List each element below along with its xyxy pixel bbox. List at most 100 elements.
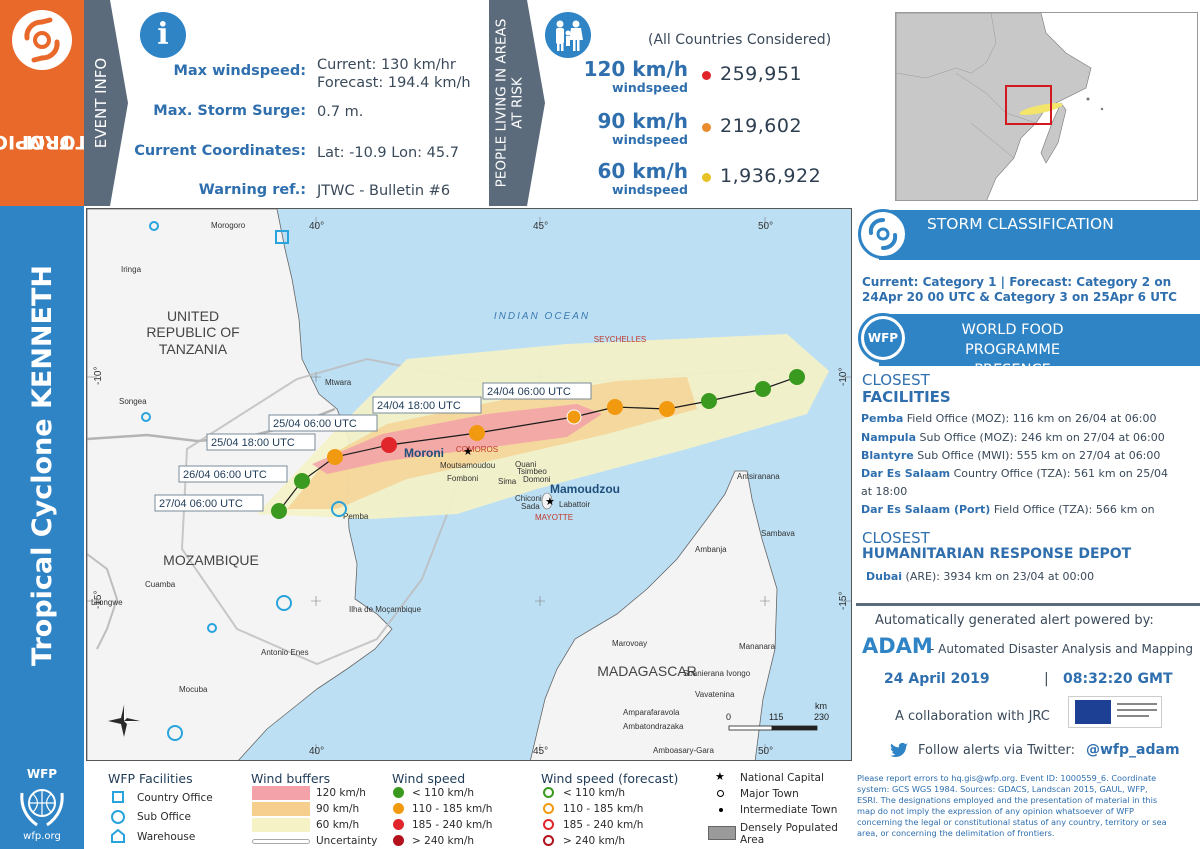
legend-national-capital: National Capital — [740, 772, 824, 784]
label-indian-ocean: INDIAN OCEAN — [494, 311, 590, 322]
town-marovoay: Marovoay — [612, 639, 647, 648]
legend-uncertainty: Uncertainty — [316, 835, 378, 847]
national-capital-icon: ★ — [715, 770, 725, 783]
dot-90 — [702, 123, 711, 132]
wfp-abbr: WFP — [26, 767, 58, 781]
svg-text:0: 0 — [726, 712, 731, 722]
lon-45: 45° — [533, 221, 548, 232]
twitter-bird-icon — [890, 743, 908, 757]
max-windspeed-current: Current: 130 km/hr — [317, 57, 456, 73]
population-60: 1,936,922 — [720, 165, 822, 187]
town-moutsamoudou: Moutsamoudou — [440, 461, 495, 470]
town-amboasary-gara: Amboasary-Gara — [653, 746, 714, 755]
legend-densely-populated: Densely Populated Area — [740, 822, 838, 846]
storm-classification-header: STORM CLASSIFICATION — [879, 210, 1200, 260]
forecast-darkred-icon — [543, 835, 554, 846]
main-map[interactable]: 40° 45° 50° 40° 45° 50° -10° -10° -15° -… — [86, 208, 852, 761]
windspeed-60-label: 60 km/h windspeed — [597, 159, 688, 197]
country-madagascar: MADAGASCAR — [597, 663, 697, 679]
track-label-2: 24/04 18:00 UTC — [377, 400, 461, 412]
facility-5: Dar Es Salaam (Port) Field Office (TZA):… — [861, 503, 1155, 516]
forecast-red-icon — [543, 819, 554, 830]
depot-dubai: Dubai (ARE): 3934 km on 23/04 at 00:00 — [866, 570, 1095, 583]
event-info-label: EVENT INFO — [92, 57, 111, 149]
storm-surge-label: Max. Storm Surge: — [153, 103, 306, 119]
legend-forecast-title: Wind speed (forecast) — [541, 771, 679, 786]
coordinates-label: Current Coordinates: — [134, 143, 306, 159]
uncertainty-swatch — [252, 839, 310, 844]
label-comoros: COMOROS — [456, 445, 498, 454]
lon-40: 40° — [309, 221, 324, 232]
legend-buffer-120: 120 km/h — [316, 787, 366, 799]
family-icon — [545, 12, 591, 58]
town-songea: Songea — [119, 397, 147, 406]
twitter-handle[interactable]: @wfp_adam — [1086, 742, 1180, 758]
legend-warehouse: Warehouse — [137, 831, 196, 843]
adam-panel — [856, 603, 1200, 769]
buffer-90-swatch — [252, 802, 310, 816]
closest-label-2: CLOSEST — [862, 529, 930, 547]
buffer-120-swatch — [252, 786, 310, 800]
svg-text:115: 115 — [769, 712, 783, 722]
town-ambatondrazaka: Ambatondrazaka — [623, 722, 684, 731]
storm-name-panel — [0, 206, 84, 761]
scale-unit: km — [815, 701, 827, 711]
storm-name-label: Tropical Cyclone KENNETH — [26, 264, 58, 666]
town-fomboni: Fomboni — [447, 474, 478, 483]
facility-4-cont: at 18:00 — [861, 485, 908, 498]
ec-jrc-logo — [1068, 696, 1162, 728]
town-vavatenina: Vavatenina — [695, 690, 735, 699]
warning-ref-value: JTWC - Bulletin #6 — [317, 183, 451, 199]
africa-landmass — [87, 209, 393, 760]
town-mtwara: Mtwara — [325, 378, 352, 387]
scale-bar: km 0 115 230 — [726, 701, 829, 731]
legend-forecast-2: 110 - 185 km/h — [563, 803, 644, 815]
lat-10: -10° — [93, 367, 104, 385]
svg-text:★: ★ — [545, 495, 555, 508]
legend-buffers-title: Wind buffers — [251, 771, 331, 786]
wfp-logo-panel: WFP wfp.org — [0, 761, 84, 849]
disclaimer-6: area, or concerning the delimitation of … — [857, 828, 1055, 838]
hazard-type-panel — [0, 0, 84, 206]
facility-4: Dar Es Salaam Country Office (TZA): 561 … — [861, 467, 1168, 480]
legend-sub-office: Sub Office — [137, 811, 191, 823]
town-sima: Sima — [498, 477, 517, 486]
lat-15-r: -15° — [838, 592, 849, 610]
town-mananara: Mananara — [739, 642, 776, 651]
depot-label: HUMANITARIAN RESPONSE DEPOT — [862, 546, 1132, 562]
track-label-6: 27/04 06:00 UTC — [159, 498, 243, 510]
dense-area-swatch — [708, 826, 736, 840]
legend-forecast-3: 185 - 240 km/h — [563, 819, 644, 831]
legend-wind-3: 185 - 240 km/h — [412, 819, 493, 831]
max-windspeed-forecast: Forecast: 194.4 km/h — [317, 75, 471, 91]
legend-forecast-4: > 240 km/h — [563, 835, 626, 847]
tropical-storm-icon — [12, 10, 72, 70]
wind-green-icon — [393, 787, 404, 798]
twitter-text: Follow alerts via Twitter: — [918, 743, 1075, 758]
town-pemba: Pemba — [343, 512, 369, 521]
town-sada: Sada — [521, 502, 540, 511]
town-ilha: Ilha de Moçambique — [349, 605, 422, 614]
dot-60 — [702, 173, 711, 182]
track-markers — [271, 369, 805, 519]
warehouse-icon — [111, 829, 125, 843]
town-morogoro: Morogoro — [211, 221, 246, 230]
facility-3: Blantyre Sub Office (MWI): 555 km on 27/… — [861, 449, 1161, 462]
sub-office-icon — [111, 810, 125, 824]
major-town-icon — [717, 790, 724, 797]
all-countries-note: (All Countries Considered) — [648, 32, 832, 48]
disclaimer-4: map do not imply the expression of any o… — [857, 806, 1134, 816]
windspeed-90-label: 90 km/h windspeed — [597, 109, 688, 147]
legend-wind-1: < 110 km/h — [412, 787, 475, 799]
disclaimer-5: concerning the legal or constitutional s… — [857, 817, 1167, 827]
storm-surge-value: 0.7 m. — [317, 104, 364, 120]
closest-label: CLOSEST — [862, 371, 930, 389]
lon-50-b: 50° — [758, 746, 773, 757]
country-office-icon — [112, 791, 124, 803]
town-ambanja: Ambanja — [695, 545, 727, 554]
lon-40-b: 40° — [309, 746, 324, 757]
country-tanzania-3: TANZANIA — [159, 341, 228, 357]
facilities-label: FACILITIES — [862, 388, 951, 406]
legend-forecast-1: < 110 km/h — [563, 787, 626, 799]
max-windspeed-label: Max windspeed: — [173, 63, 306, 79]
